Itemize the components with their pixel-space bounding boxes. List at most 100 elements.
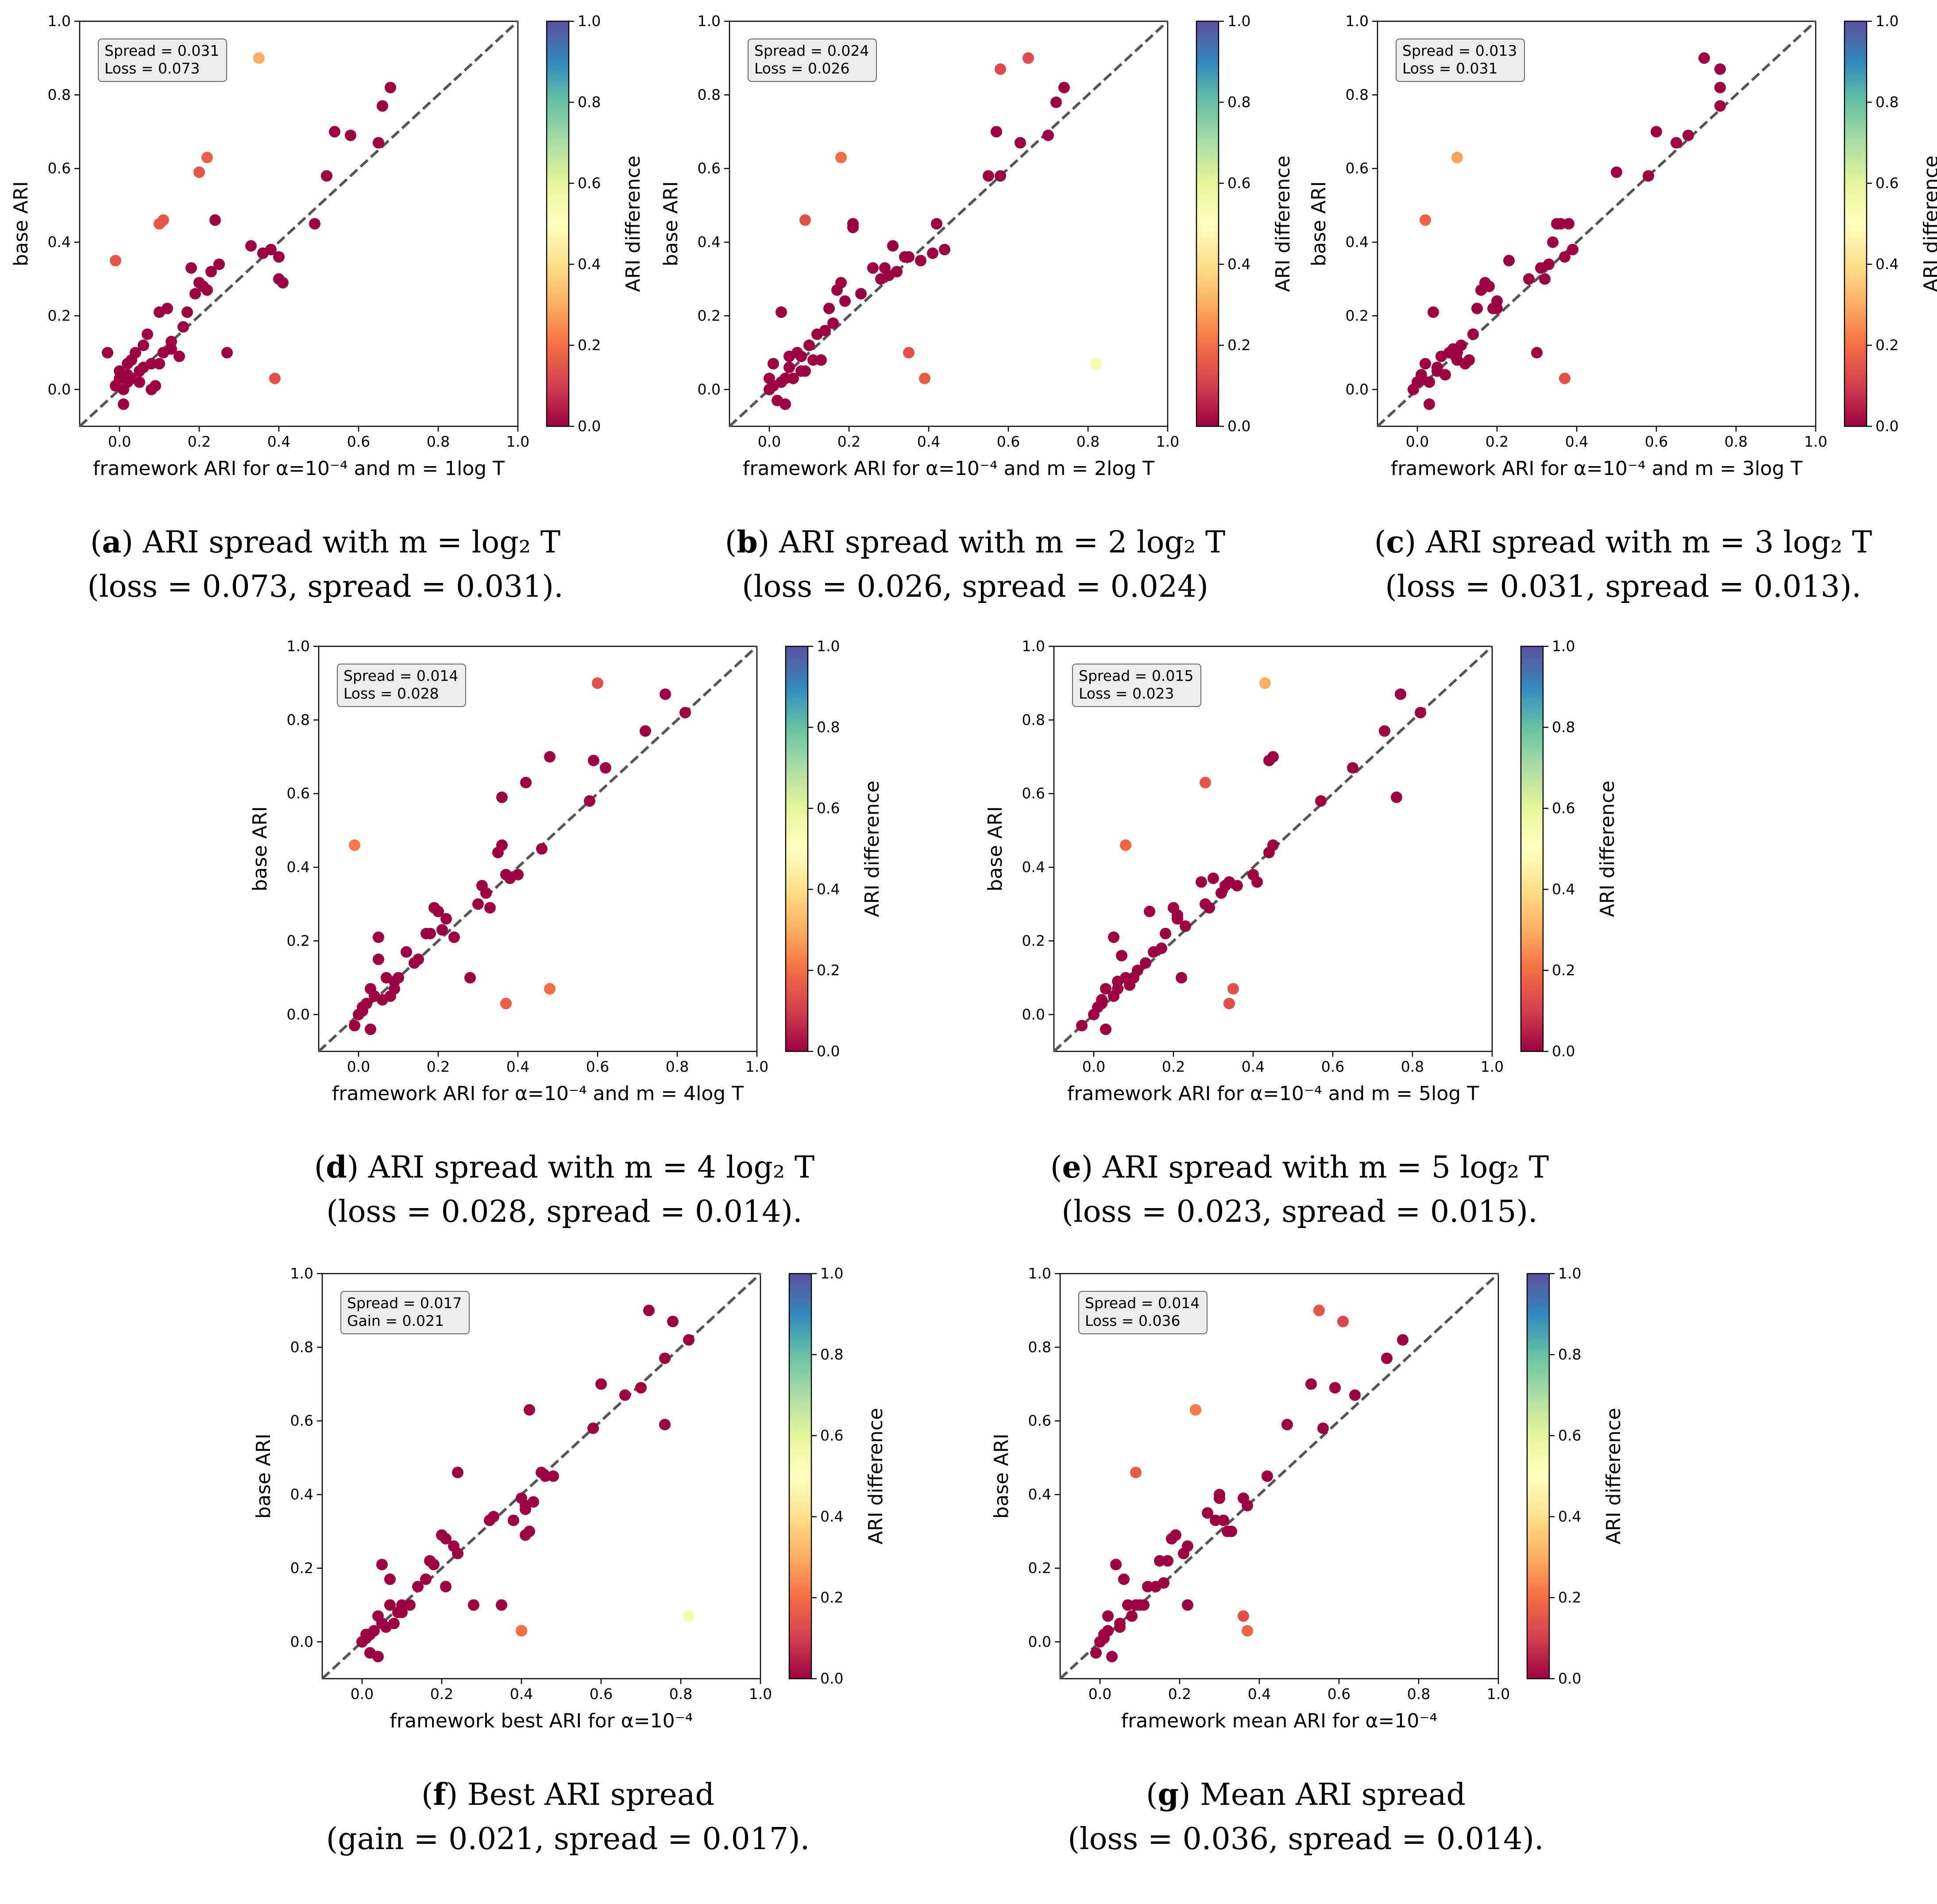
colorbar-tick-label: 1.0 [578,12,601,30]
data-point [1714,63,1726,75]
y-tick-label: 1.0 [48,12,71,30]
data-point [221,347,233,359]
data-point-highlight [193,166,205,178]
data-point [1050,97,1062,108]
stats-line-second: Gain = 0.021 [347,1312,444,1329]
colorbar [1844,20,1868,427]
colorbar-tick-label: 0.2 [578,336,601,354]
data-point [1381,1352,1393,1364]
data-point [1204,902,1215,914]
data-point [110,380,121,392]
y-axis-label: base ARI [1308,181,1330,266]
x-tick-label: 0.4 [267,433,290,450]
colorbar-tick-label: 0.0 [1875,417,1898,435]
data-point [1214,1489,1225,1501]
data-point [428,1559,440,1571]
data-point-highlight [1242,1625,1253,1637]
data-point-highlight [592,677,603,689]
data-point-highlight [269,372,281,384]
data-point [827,317,839,329]
data-point [1698,52,1710,64]
data-point [768,380,779,392]
data-point [389,983,400,995]
y-tick-label: 0.6 [290,1412,313,1429]
data-point [1110,1559,1122,1571]
x-tick-label: 0.6 [1321,1058,1344,1075]
data-point [174,350,185,362]
colorbar-tick-label: 0.2 [1875,336,1898,354]
stats-line-spread: Spread = 0.014 [1085,1294,1200,1312]
y-tick-label: 0.8 [1022,711,1045,728]
data-point [1467,328,1479,340]
data-point [1042,129,1054,141]
data-point [584,795,595,807]
data-point [440,1581,451,1593]
data-point [867,262,879,274]
colorbar-tick-label: 0.0 [1552,1043,1575,1060]
data-point [177,321,189,333]
data-point [1491,302,1503,314]
stats-line-spread: Spread = 0.024 [754,42,869,59]
colorbar-tick-label: 0.8 [817,718,840,736]
x-axis-label: framework mean ARI for α=10⁻⁴ [1121,1710,1438,1732]
data-point [1547,236,1559,248]
caption-line-2: (loss = 0.031, spread = 0.013). [1385,569,1861,604]
colorbar [788,1273,812,1680]
data-point [472,898,484,910]
data-point [1090,1647,1102,1659]
colorbar-tick-label: 0.4 [820,1508,843,1525]
data-point-highlight [1420,214,1431,226]
data-point [138,340,149,351]
stats-box [1396,39,1525,82]
data-point [209,214,221,226]
x-tick-label: 0.2 [837,433,860,450]
y-axis-label: base ARI [10,181,32,266]
data-point [1349,1389,1361,1401]
data-point [496,1599,507,1611]
data-point [640,725,651,737]
data-point-highlight [1559,372,1570,384]
x-tick-label: 0.6 [347,433,370,450]
data-point [384,1573,396,1585]
data-point [166,343,177,355]
colorbar-tick-label: 0.6 [1227,174,1250,192]
data-point [1106,1651,1118,1663]
y-tick-label: 0.0 [287,1006,310,1023]
x-axis-label: framework ARI for α=10⁻⁴ and m = 2log T [743,457,1154,480]
data-point [815,354,827,366]
data-point [931,218,942,230]
x-tick-label: 0.0 [1082,1058,1105,1075]
data-point [847,221,859,233]
y-tick-label: 0.2 [48,307,71,324]
x-tick-label: 0.4 [1248,1685,1271,1703]
data-point [185,262,197,274]
data-point [839,295,851,307]
y-tick-label: 0.2 [1346,307,1369,324]
data-point [1531,347,1543,359]
data-point [130,347,141,359]
panel-f: 0.0 0.0 0.2 0.2 0.4 0.4 0.6 0.6 0.8 0.8 1.0 1.0 Spre… [252,1265,887,1857]
x-tick-label: 0.0 [758,433,781,450]
data-point [277,277,289,289]
data-point [1114,1621,1126,1633]
data-point [201,284,213,296]
data-point-highlight [919,372,930,384]
colorbar-tick-label: 1.0 [1558,1265,1581,1282]
data-point-highlight [1223,997,1235,1009]
x-tick-label: 0.2 [1486,433,1509,450]
data-point [1281,1419,1293,1431]
data-point [1555,218,1567,230]
data-point [807,354,819,366]
data-point [1347,762,1358,774]
colorbar-tick-label: 0.2 [1558,1589,1581,1606]
data-point [595,1378,607,1390]
caption-line-1: (e) ARI spread with m = 5 log₂ T [1050,1150,1549,1185]
colorbar-label: ARI difference [861,780,884,917]
data-point [1391,792,1402,803]
data-point [983,170,994,182]
data-point [496,792,508,803]
data-point [309,218,320,230]
colorbar [785,645,809,1052]
y-tick-label: 0.4 [1346,233,1369,251]
data-point [855,288,867,300]
